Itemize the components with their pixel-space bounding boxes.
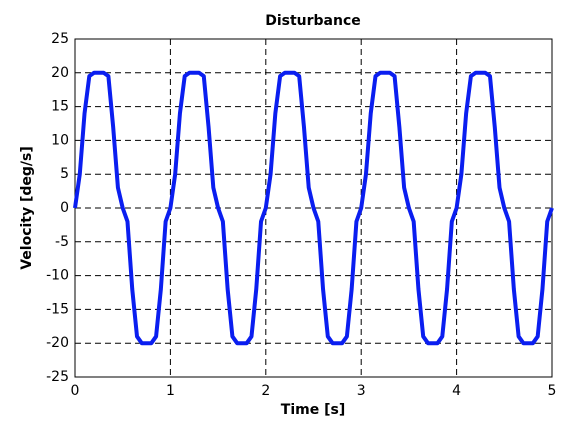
y-tick-label: -25 [46, 369, 69, 385]
y-tick-label: -20 [46, 335, 69, 351]
x-tick-label: 4 [452, 383, 461, 399]
x-tick-label: 5 [548, 383, 557, 399]
y-tick-label: 0 [60, 200, 69, 216]
x-tick-label: 1 [166, 383, 175, 399]
x-tick-label: 0 [71, 383, 80, 399]
y-tick-label: 20 [51, 65, 69, 81]
x-tick-label: 2 [261, 383, 270, 399]
chart-title: Disturbance [265, 13, 361, 29]
y-tick-label: -15 [46, 301, 69, 317]
y-tick-label: 10 [51, 132, 69, 148]
y-tick-label: 15 [51, 99, 69, 115]
y-axis-label: Velocity [deg/s] [19, 146, 35, 270]
x-axis-label: Time [s] [281, 402, 345, 418]
data-line [73, 70, 554, 346]
y-tick-label: 5 [60, 166, 69, 182]
y-tick-label: 25 [51, 31, 69, 47]
y-tick-label: -10 [46, 268, 69, 284]
y-tick-label: -5 [55, 234, 69, 250]
x-tick-label: 3 [357, 383, 366, 399]
